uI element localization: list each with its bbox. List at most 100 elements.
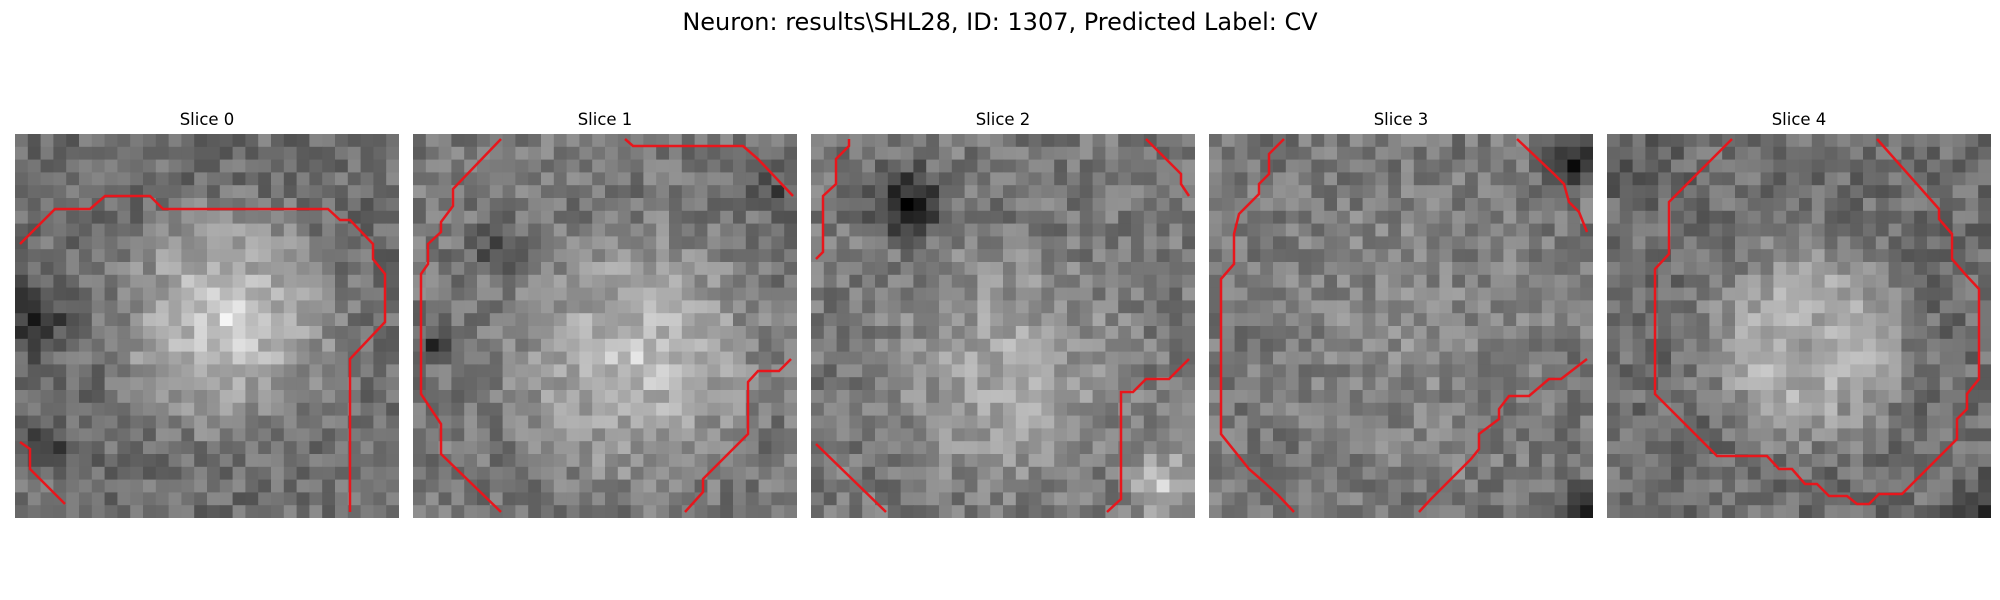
pixel — [1607, 351, 1621, 365]
pixel — [1760, 185, 1774, 199]
pixel — [1541, 390, 1556, 404]
slice-2-image — [811, 134, 1195, 518]
pixel — [1067, 249, 1081, 263]
pixel — [1324, 210, 1338, 225]
pixel — [1554, 274, 1568, 289]
pixel — [1209, 185, 1223, 199]
pixel — [130, 390, 144, 404]
pixel — [900, 210, 914, 225]
pixel — [849, 146, 863, 161]
pixel — [707, 274, 721, 289]
pixel — [79, 492, 93, 506]
pixel — [1324, 402, 1338, 417]
pixel — [1529, 390, 1543, 404]
pixel — [541, 402, 555, 417]
pixel — [489, 185, 504, 199]
pixel — [951, 326, 966, 340]
pixel — [91, 351, 106, 365]
pixel — [1273, 505, 1287, 518]
pixel — [592, 223, 606, 237]
pixel — [1773, 326, 1787, 340]
pixel — [694, 377, 708, 391]
pixel — [1645, 210, 1659, 225]
pixel — [977, 454, 991, 468]
pixel — [1465, 210, 1479, 225]
pixel — [1092, 134, 1106, 148]
pixel — [553, 210, 568, 225]
pixel — [1247, 377, 1261, 391]
pixel — [1978, 198, 1991, 212]
pixel — [1567, 262, 1581, 276]
pixel — [541, 249, 555, 263]
pixel — [605, 338, 619, 353]
pixel — [951, 287, 966, 301]
pixel — [1388, 428, 1402, 442]
pixel — [1580, 274, 1593, 289]
pixel — [1285, 313, 1300, 327]
pixel — [1709, 402, 1723, 417]
pixel — [1837, 287, 1851, 301]
pixel — [1041, 338, 1055, 353]
pixel — [1118, 313, 1132, 327]
pixel — [464, 428, 478, 442]
pixel — [1362, 198, 1376, 212]
pixel — [1888, 492, 1902, 506]
pixel — [771, 287, 785, 301]
pixel — [1143, 364, 1158, 378]
pixel — [1709, 377, 1723, 391]
pixel — [1182, 159, 1195, 173]
pixel — [1709, 134, 1723, 148]
pixel — [104, 454, 118, 468]
pixel — [707, 287, 721, 301]
pixel — [643, 198, 657, 212]
pixel — [875, 377, 889, 391]
pixel — [386, 454, 399, 468]
pixel — [1786, 146, 1800, 161]
pixel — [579, 454, 593, 468]
pixel — [130, 454, 144, 468]
pixel — [1247, 300, 1261, 314]
pixel — [232, 146, 246, 161]
pixel — [939, 159, 953, 173]
pixel — [1041, 351, 1055, 365]
pixel — [489, 326, 504, 340]
pixel — [1118, 505, 1132, 518]
pixel — [207, 338, 221, 353]
pixel — [1285, 415, 1300, 429]
pixel — [207, 505, 221, 518]
pixel — [1888, 249, 1902, 263]
pixel — [1273, 479, 1287, 493]
pixel — [541, 505, 555, 518]
pixel — [219, 402, 234, 417]
pixel — [836, 313, 850, 327]
pixel — [862, 338, 876, 353]
pixel — [489, 313, 504, 327]
pixel — [541, 364, 555, 378]
slice-4-image — [1607, 134, 1991, 518]
pixel — [1811, 262, 1826, 276]
pixel — [1619, 210, 1634, 225]
pixel — [1658, 262, 1672, 276]
pixel — [451, 262, 465, 276]
pixel — [1260, 377, 1274, 391]
pixel — [1092, 236, 1106, 250]
pixel — [477, 185, 491, 199]
pixel — [1118, 351, 1132, 365]
pixel — [1927, 159, 1941, 173]
pixel — [1375, 249, 1389, 263]
pixel — [425, 172, 440, 186]
pixel — [913, 210, 927, 225]
pixel — [926, 249, 940, 263]
pixel — [1337, 274, 1351, 289]
pixel — [566, 313, 580, 327]
pixel — [1516, 441, 1530, 455]
pixel — [1079, 441, 1094, 455]
pixel — [1658, 466, 1672, 481]
pixel — [630, 236, 644, 250]
pixel — [617, 505, 632, 518]
pixel — [207, 262, 221, 276]
pixel — [219, 262, 234, 276]
pixel — [1234, 262, 1248, 276]
pixel — [1965, 351, 1979, 365]
pixel — [1554, 287, 1568, 301]
